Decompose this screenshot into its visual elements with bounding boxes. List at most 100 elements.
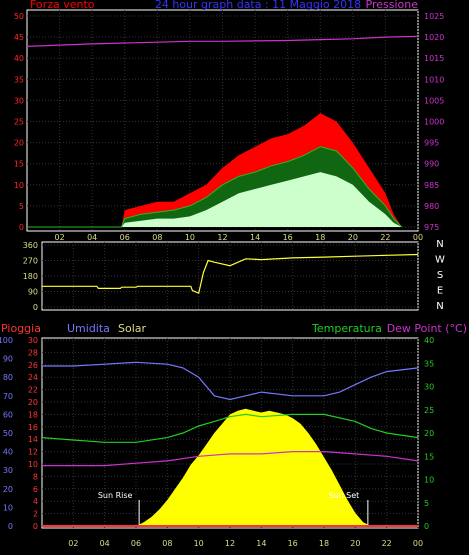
wind-x-tick: 02 xyxy=(54,233,64,242)
wind-x-tick: 20 xyxy=(348,233,358,242)
compass-label: N xyxy=(436,301,443,312)
compass-label: W xyxy=(435,255,445,266)
label-umidita: Umidita xyxy=(67,322,110,335)
wind-y-tick: 0 xyxy=(19,223,24,232)
temperature-y-tick: 5 xyxy=(424,499,429,508)
rain-y-tick: 2 xyxy=(33,510,38,519)
rain-y-tick: 4 xyxy=(33,497,38,506)
rain-y-tick: 20 xyxy=(28,398,38,407)
wind-x-tick: 04 xyxy=(87,233,97,242)
humidity-line xyxy=(42,361,419,401)
climate-x-axis-ticks: 02 04 06 08 10 12 14 16 18 20 22 00 xyxy=(68,539,423,548)
direction-line xyxy=(42,253,419,295)
wind-y-tick: 20 xyxy=(14,139,24,148)
temperature-y-tick: 15 xyxy=(424,452,434,461)
wind-y-tick: 35 xyxy=(14,75,24,84)
wind-x-tick: 18 xyxy=(315,233,325,242)
solar-area xyxy=(42,408,418,527)
temperature-y-tick: 20 xyxy=(424,429,434,438)
rain-y-tick: 18 xyxy=(28,410,38,419)
climate-x-tick: 12 xyxy=(225,539,235,548)
pressure-y-tick: 975 xyxy=(424,223,439,232)
rain-y-tick: 16 xyxy=(28,423,38,432)
rain-y-tick: 24 xyxy=(28,373,38,382)
pressure-y-tick: 1020 xyxy=(424,33,444,42)
rain-y-tick: 6 xyxy=(33,485,38,494)
wind-low-area xyxy=(27,172,402,227)
climate-x-tick: 00 xyxy=(413,539,423,548)
rain-y-tick: 14 xyxy=(28,435,38,444)
wind-x-axis-ticks: 02 04 06 08 10 12 14 16 18 20 22 00 xyxy=(54,233,423,242)
wind-x-tick: 22 xyxy=(380,233,390,242)
direction-y-tick: 0 xyxy=(33,303,38,312)
direction-y-tick: 270 xyxy=(23,257,38,266)
wind-y-tick: 15 xyxy=(14,160,24,169)
temperature-line xyxy=(41,413,419,443)
compass-label: E xyxy=(437,286,443,297)
pressure-y-tick: 1000 xyxy=(424,118,444,127)
temperature-y-tick: 10 xyxy=(424,476,434,485)
pressure-right-label: Pressione xyxy=(366,0,419,11)
climate-x-tick: 10 xyxy=(194,539,204,548)
humidity-y-tick: 10 xyxy=(3,503,13,512)
wind-series xyxy=(26,35,419,228)
wind-y-tick: 5 xyxy=(19,202,24,211)
sun-annotation: Sun Rise xyxy=(98,491,133,500)
rain-y-tick: 22 xyxy=(28,386,38,395)
direction-y-tick: 90 xyxy=(28,288,38,297)
wind-x-tick: 12 xyxy=(217,233,227,242)
wind-x-tick: 08 xyxy=(152,233,162,242)
rain-y-tick: 12 xyxy=(28,448,38,457)
pressure-y-tick: 1010 xyxy=(424,75,444,84)
rain-y-tick: 10 xyxy=(28,460,38,469)
pressure-y-tick: 980 xyxy=(424,202,439,211)
temperature-y-tick: 25 xyxy=(424,406,434,415)
climate-series xyxy=(41,361,419,527)
sun-annotations: Sun Rise Sun Set xyxy=(98,491,369,525)
wind-y-tick: 10 xyxy=(14,181,24,190)
rain-y-tick: 0 xyxy=(33,522,38,531)
humidity-y-tick: 80 xyxy=(3,373,13,382)
climate-x-tick: 08 xyxy=(162,539,172,548)
rain-y-tick: 26 xyxy=(28,361,38,370)
direction-series xyxy=(42,253,419,295)
pressure-y-tick: 1025 xyxy=(424,12,444,21)
humidity-y-tick: 60 xyxy=(3,410,13,419)
label-temperatura: Temperatura xyxy=(311,322,382,335)
rain-y-tick: 28 xyxy=(28,348,38,357)
climate-x-tick: 06 xyxy=(131,539,141,548)
rain-y-tick: 8 xyxy=(33,472,38,481)
wind-x-tick: 10 xyxy=(185,233,195,242)
climate-x-tick: 18 xyxy=(319,539,329,548)
pressure-y-tick: 1015 xyxy=(424,54,444,63)
climate-x-tick: 16 xyxy=(288,539,298,548)
pressure-y-tick: 990 xyxy=(424,160,439,169)
humidity-axis-ticks: 0 10 20 30 40 50 60 70 80 90 100 xyxy=(0,336,13,531)
climate-x-tick: 14 xyxy=(256,539,266,548)
wind-x-tick: 06 xyxy=(120,233,130,242)
humidity-y-tick: 0 xyxy=(8,522,13,531)
humidity-y-tick: 20 xyxy=(3,485,13,494)
humidity-y-tick: 30 xyxy=(3,466,13,475)
wind-y-tick: 30 xyxy=(14,96,24,105)
pressure-y-tick: 985 xyxy=(424,181,439,190)
direction-grid xyxy=(42,242,419,310)
pressure-y-tick: 995 xyxy=(424,139,439,148)
direction-y-tick: 180 xyxy=(23,272,38,281)
label-solar: Solar xyxy=(118,322,147,335)
humidity-y-tick: 70 xyxy=(3,392,13,401)
wind-x-tick: 16 xyxy=(283,233,293,242)
pressure-y-tick: 1005 xyxy=(424,96,444,105)
temperature-y-tick: 40 xyxy=(424,336,434,345)
direction-left-axis-ticks: 0 90 180 270 360 xyxy=(23,241,38,312)
direction-y-tick: 360 xyxy=(23,241,38,250)
climate-x-tick: 20 xyxy=(350,539,360,548)
temperature-y-tick: 30 xyxy=(424,383,434,392)
compass-label: N xyxy=(436,239,443,250)
temperature-axis-ticks: 0 5 10 15 20 25 30 35 40 xyxy=(424,336,434,531)
label-pioggia: Pioggia xyxy=(1,322,41,335)
climate-x-tick: 02 xyxy=(68,539,78,548)
wind-x-tick: 14 xyxy=(250,233,260,242)
